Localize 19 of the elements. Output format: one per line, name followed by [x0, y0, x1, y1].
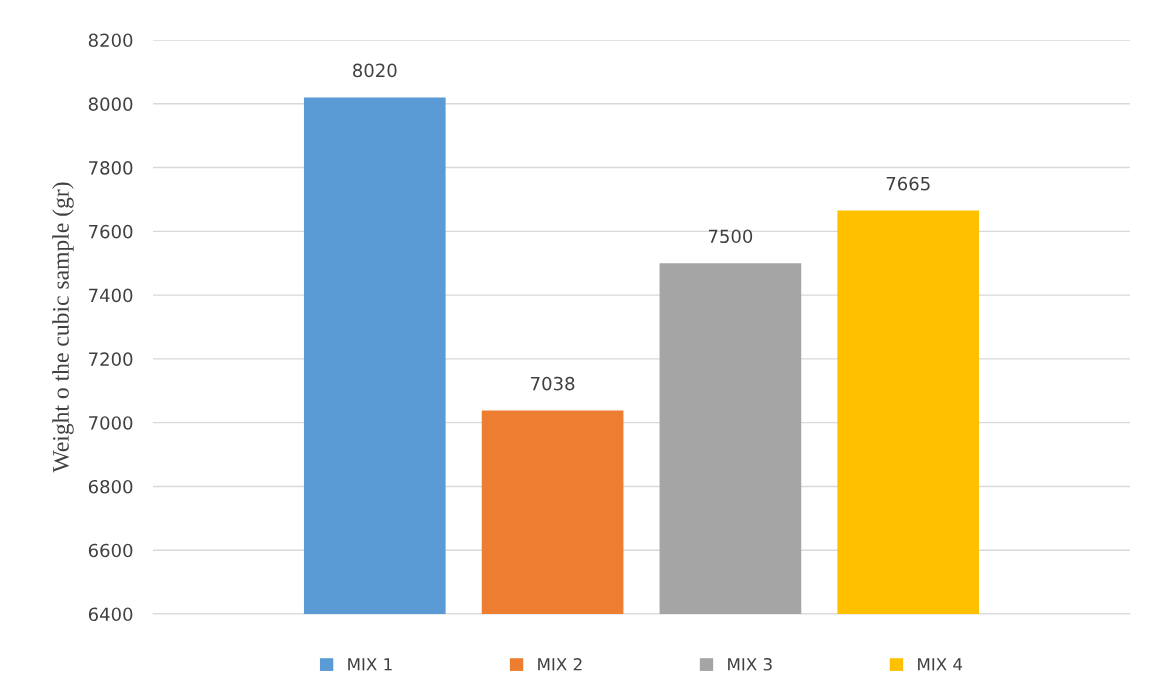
data-label: 7665	[886, 176, 930, 191]
y-tick-label: 7200	[89, 352, 133, 367]
legend-label: MIX 3	[728, 657, 772, 671]
data-label: 7038	[531, 376, 575, 391]
legend-label: MIX 1	[348, 658, 392, 671]
y-tick-label: 7400	[89, 288, 133, 303]
y-axis-title: Weight o the cubic sample (gr)	[52, 182, 74, 473]
y-tick-label: 7000	[89, 416, 133, 430]
y-tick-label: 7800	[89, 161, 133, 175]
data-label: 8020	[353, 63, 397, 78]
legend-label: MIX 4	[918, 658, 963, 671]
y-tick-label: 8200	[88, 33, 133, 48]
legend-label: MIX 2	[538, 657, 582, 671]
y-tick-label: 6400	[88, 607, 133, 622]
y-tick-label: 8000	[88, 97, 133, 111]
data-label: 7500	[708, 229, 753, 244]
y-tick-label: 6800	[88, 479, 133, 494]
y-tick-label: 6600	[88, 543, 133, 558]
y-tick-label: 7600	[89, 224, 133, 239]
